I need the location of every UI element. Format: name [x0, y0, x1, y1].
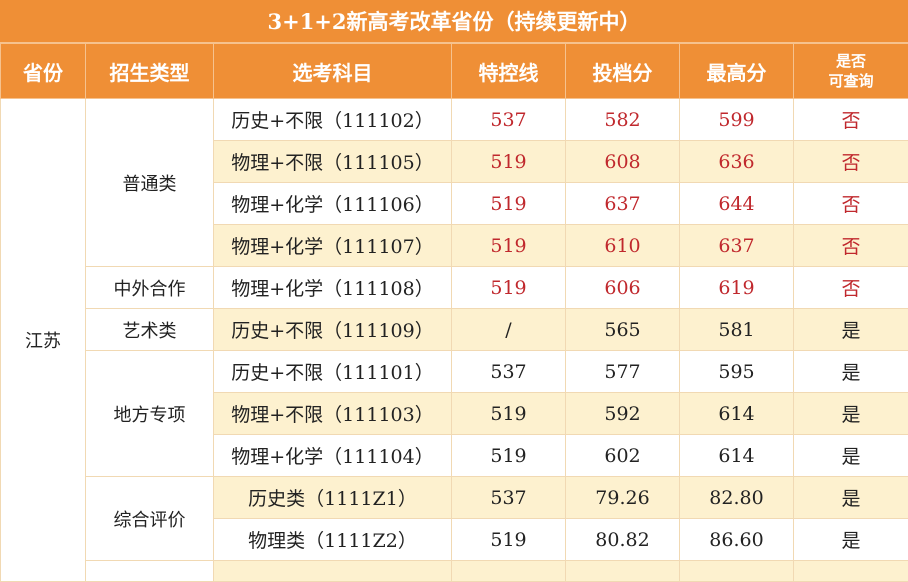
empty-cell — [680, 561, 794, 582]
score-table: 省份 招生类型 选考科目 特控线 投档分 最高分 是否可查询 江苏普通类历史+不… — [0, 43, 908, 582]
admission-score-cell: 592 — [566, 393, 680, 435]
subject-cell: 历史类（1111Z1） — [214, 477, 452, 519]
type-cell: 普通类 — [86, 99, 214, 267]
queryable-cell: 是 — [794, 519, 908, 561]
control-line-cell: 519 — [452, 435, 566, 477]
header-subject: 选考科目 — [214, 44, 452, 99]
queryable-cell: 否 — [794, 225, 908, 267]
type-cell: 中外合作 — [86, 267, 214, 309]
admission-score-cell: 637 — [566, 183, 680, 225]
header-row: 省份 招生类型 选考科目 特控线 投档分 最高分 是否可查询 — [1, 44, 908, 99]
subject-cell: 历史+不限（111109） — [214, 309, 452, 351]
queryable-cell: 否 — [794, 183, 908, 225]
empty-cell — [214, 561, 452, 582]
control-line-cell: 537 — [452, 351, 566, 393]
admission-score-cell: 80.82 — [566, 519, 680, 561]
type-cell: 综合评价 — [86, 477, 214, 561]
max-score-cell: 637 — [680, 225, 794, 267]
empty-cell — [566, 561, 680, 582]
control-line-cell: 537 — [452, 99, 566, 141]
max-score-cell: 595 — [680, 351, 794, 393]
admission-score-cell: 565 — [566, 309, 680, 351]
queryable-cell: 否 — [794, 99, 908, 141]
queryable-cell: 是 — [794, 351, 908, 393]
subject-cell: 物理+化学（111108） — [214, 267, 452, 309]
control-line-cell: / — [452, 309, 566, 351]
empty-cell — [452, 561, 566, 582]
subject-cell: 历史+不限（111102） — [214, 99, 452, 141]
header-queryable: 是否可查询 — [794, 44, 908, 99]
queryable-cell: 否 — [794, 141, 908, 183]
type-cell: 地方专项 — [86, 351, 214, 477]
queryable-cell: 是 — [794, 477, 908, 519]
control-line-cell: 519 — [452, 267, 566, 309]
control-line-cell: 519 — [452, 225, 566, 267]
control-line-cell: 519 — [452, 519, 566, 561]
max-score-cell: 82.80 — [680, 477, 794, 519]
header-admission-score: 投档分 — [566, 44, 680, 99]
subject-cell: 物理类（1111Z2） — [214, 519, 452, 561]
subject-cell: 物理+化学（111107） — [214, 225, 452, 267]
admission-score-cell: 582 — [566, 99, 680, 141]
header-line-1: 是否 — [836, 52, 866, 70]
admission-score-cell: 610 — [566, 225, 680, 267]
type-cell — [86, 561, 214, 582]
admission-score-cell: 79.26 — [566, 477, 680, 519]
subject-cell: 物理+不限（111103） — [214, 393, 452, 435]
header-line-2: 可查询 — [828, 72, 873, 90]
admission-score-cell: 608 — [566, 141, 680, 183]
control-line-cell: 519 — [452, 141, 566, 183]
subject-cell: 物理+化学（111104） — [214, 435, 452, 477]
max-score-cell: 614 — [680, 435, 794, 477]
subject-cell: 物理+化学（111106） — [214, 183, 452, 225]
queryable-cell: 是 — [794, 435, 908, 477]
admission-score-cell: 606 — [566, 267, 680, 309]
max-score-cell: 614 — [680, 393, 794, 435]
queryable-cell: 否 — [794, 267, 908, 309]
header-control-line: 特控线 — [452, 44, 566, 99]
table-row — [1, 561, 908, 582]
queryable-cell: 是 — [794, 309, 908, 351]
admission-score-cell: 577 — [566, 351, 680, 393]
control-line-cell: 519 — [452, 393, 566, 435]
type-cell: 艺术类 — [86, 309, 214, 351]
admission-score-cell: 602 — [566, 435, 680, 477]
max-score-cell: 86.60 — [680, 519, 794, 561]
control-line-cell: 537 — [452, 477, 566, 519]
header-province: 省份 — [1, 44, 86, 99]
province-cell: 江苏 — [1, 99, 86, 582]
queryable-cell: 是 — [794, 393, 908, 435]
subject-cell: 物理+不限（111105） — [214, 141, 452, 183]
header-type: 招生类型 — [86, 44, 214, 99]
table-title: 3+1+2新高考改革省份（持续更新中） — [0, 0, 908, 43]
header-max-score: 最高分 — [680, 44, 794, 99]
max-score-cell: 599 — [680, 99, 794, 141]
max-score-cell: 636 — [680, 141, 794, 183]
max-score-cell: 619 — [680, 267, 794, 309]
max-score-cell: 644 — [680, 183, 794, 225]
max-score-cell: 581 — [680, 309, 794, 351]
subject-cell: 历史+不限（111101） — [214, 351, 452, 393]
control-line-cell: 519 — [452, 183, 566, 225]
empty-cell — [794, 561, 908, 582]
